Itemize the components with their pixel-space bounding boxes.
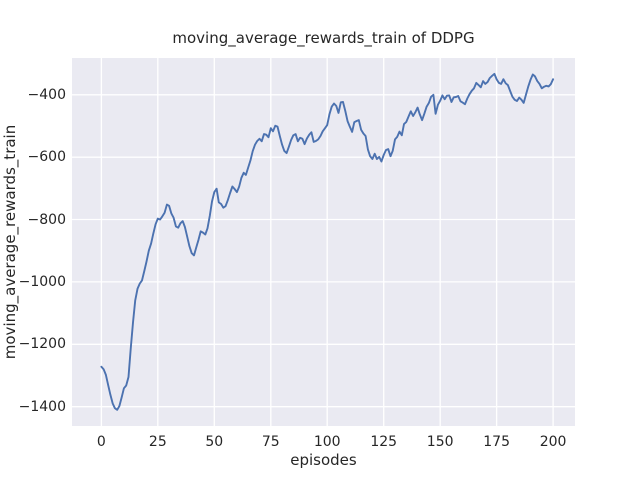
y-tick-label: −1400 [18,398,66,415]
chart-canvas [72,58,575,426]
plot-area [72,58,575,426]
x-tick-label: 50 [205,434,224,450]
chart-title: moving_average_rewards_train of DDPG [172,29,475,47]
line-series [100,72,555,411]
x-axis-label: episodes [290,451,357,469]
x-tick-label: 125 [370,434,398,450]
x-tick-label: 150 [426,434,454,450]
x-tick-label: 75 [261,434,280,450]
x-tick-label: 100 [313,434,341,450]
x-tick-label: 0 [96,434,106,450]
x-tick-label: 25 [148,434,167,450]
x-tick-label: 175 [483,434,510,450]
y-tick-label: −800 [27,211,66,228]
x-tick-label: 200 [539,434,567,450]
y-tick-label: −600 [27,149,66,166]
y-tick-label: −1200 [18,336,66,353]
y-tick-label: −1000 [18,273,66,290]
y-tick-label: −400 [27,86,66,103]
